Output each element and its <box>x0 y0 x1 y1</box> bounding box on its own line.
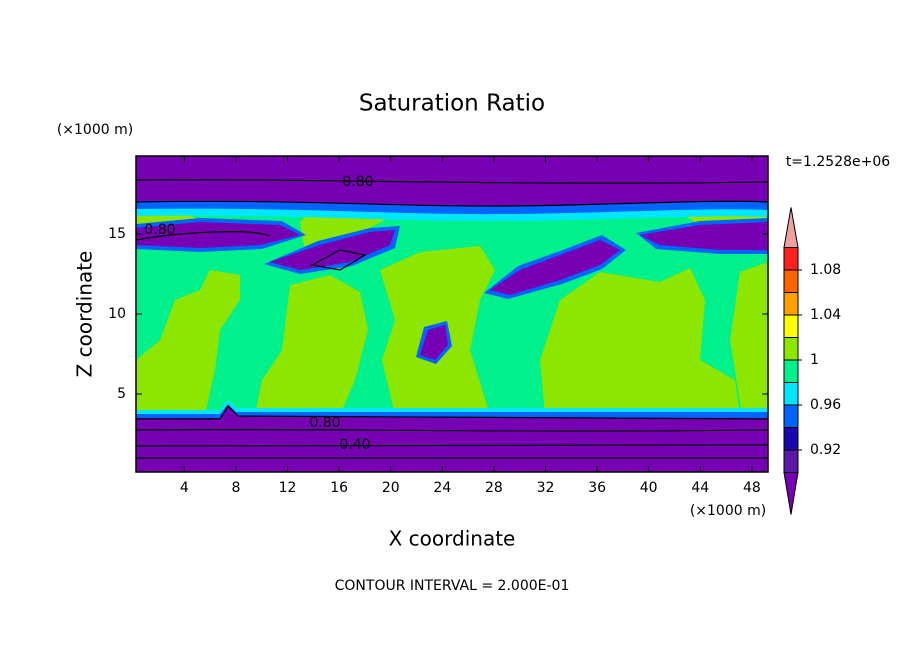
y-tick-label: 15 <box>108 226 126 242</box>
x-tick-label: 16 <box>330 480 348 496</box>
contour-label: 0.40 <box>339 437 370 453</box>
y-axis-label: Z coordinate <box>73 251 97 378</box>
field-region <box>420 325 448 360</box>
y-tick-label: 5 <box>117 386 126 402</box>
colorbar-label: 1 <box>810 352 819 368</box>
contour-line <box>136 179 768 184</box>
x-tick-label: 12 <box>279 480 297 496</box>
x-tick-label: 28 <box>485 480 503 496</box>
footer: CONTOUR INTERVAL = 2.000E-01 <box>335 578 570 594</box>
colorbar-high <box>783 207 799 248</box>
contour-line <box>136 444 768 447</box>
colorbar-label: 1.08 <box>810 262 841 278</box>
streaks <box>136 218 768 364</box>
x-tick-label: 32 <box>537 480 555 496</box>
contour-line <box>136 231 271 241</box>
time-label: t=1.2528e+06 <box>786 154 890 170</box>
colorbar-label: 0.96 <box>810 397 841 413</box>
x-tick-label: 24 <box>433 480 451 496</box>
field-region <box>490 240 620 295</box>
x-tick-label: 44 <box>691 480 709 496</box>
field-region <box>136 406 768 472</box>
contour-label: 0.80 <box>342 174 373 190</box>
x-tick-label: 8 <box>231 480 240 496</box>
colorbar-segment <box>783 404 799 428</box>
contour-line <box>310 249 367 271</box>
colorbar-segment <box>783 292 799 316</box>
contour-line <box>136 428 768 432</box>
field-region <box>136 156 768 207</box>
contour-line <box>136 457 768 459</box>
colorbar-label: 1.04 <box>810 307 841 323</box>
field-region <box>255 275 368 415</box>
field-region <box>270 230 395 270</box>
x-tick-label: 36 <box>588 480 606 496</box>
colorbar-segment <box>783 337 799 361</box>
x-tick-label: 20 <box>382 480 400 496</box>
contour-label: 0.80 <box>144 222 175 238</box>
field-region <box>730 262 768 415</box>
x-tick-label: 40 <box>640 480 658 496</box>
field-region <box>136 270 240 415</box>
field-region <box>136 222 300 248</box>
colorbar-segment <box>783 382 799 406</box>
colorbar-low <box>783 472 799 515</box>
colorbar-segment <box>783 269 799 293</box>
contour-line <box>136 405 768 420</box>
y-tick-label: 10 <box>108 306 126 322</box>
colorbar-segment <box>783 247 799 271</box>
y-unit: (×1000 m) <box>57 122 133 138</box>
chart-title: Saturation Ratio <box>359 91 545 117</box>
colorbar-segment <box>783 427 799 451</box>
x-axis-label: X coordinate <box>389 527 516 551</box>
x-tick-label: 4 <box>180 480 189 496</box>
contour-label: 0.80 <box>309 415 340 431</box>
contour-line <box>136 200 768 207</box>
field-region <box>640 222 768 250</box>
field-region <box>540 268 740 415</box>
colorbar-label: 0.92 <box>810 442 841 458</box>
colorbar-segment <box>783 449 799 473</box>
colorbar-segment <box>783 359 799 383</box>
x-tick-label: 48 <box>743 480 761 496</box>
contour-field <box>136 156 768 472</box>
colorbar-segment <box>783 314 799 338</box>
x-unit: (×1000 m) <box>690 503 766 519</box>
